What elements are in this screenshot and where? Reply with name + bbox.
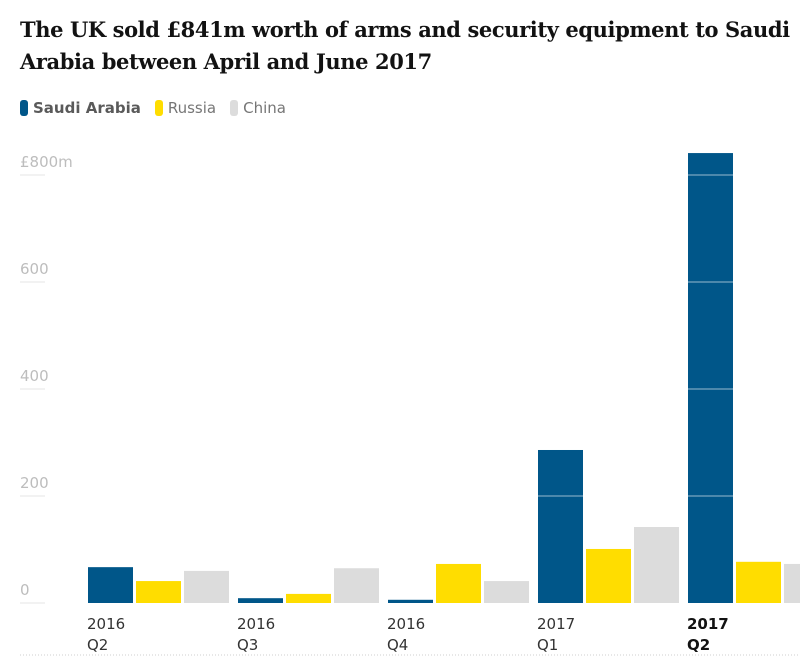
legend-swatch [20, 100, 28, 116]
x-tick-quarter: Q2 [687, 636, 710, 654]
bar-russia [136, 581, 181, 603]
legend-item-china: China [230, 99, 286, 117]
legend-label: China [243, 99, 286, 117]
bar-saudi-arabia [388, 599, 433, 603]
bar-china [634, 527, 679, 603]
bar-russia [736, 561, 781, 603]
y-tick-label: £800m [20, 153, 73, 171]
x-tick-quarter: Q4 [387, 636, 408, 654]
legend-item-saudi-arabia: Saudi Arabia [20, 99, 141, 117]
x-tick-year: 2016 [387, 615, 425, 633]
y-tick-label: 600 [20, 260, 49, 278]
bar-russia [586, 548, 631, 603]
y-tick-label: 200 [20, 474, 49, 492]
legend-label: Russia [167, 99, 217, 117]
x-tick-year: 2017 [537, 615, 575, 633]
bar-russia [286, 593, 331, 603]
x-tick-quarter: Q3 [237, 636, 258, 654]
bar-saudi-arabia [688, 153, 733, 603]
x-tick-year: 2017 [687, 615, 729, 633]
bar-saudi-arabia [88, 567, 133, 603]
y-tick-label: 0 [20, 581, 30, 599]
bar-china [784, 563, 800, 603]
y-tick-label: 400 [20, 367, 49, 385]
legend: Saudi Arabia Russia China [20, 99, 286, 117]
bar-china [484, 581, 529, 603]
bar-china [334, 568, 379, 603]
x-tick-quarter: Q2 [87, 636, 108, 654]
bar-saudi-arabia [538, 449, 583, 603]
legend-label: Saudi Arabia [33, 99, 141, 117]
chart-title: The UK sold £841m worth of arms and secu… [20, 17, 790, 74]
x-tick-year: 2016 [87, 615, 125, 633]
bar-saudi-arabia [238, 598, 283, 603]
legend-swatch [154, 100, 163, 116]
x-tick-year: 2016 [237, 615, 275, 633]
legend-swatch [230, 100, 239, 116]
legend-item-russia: Russia [154, 99, 217, 117]
bar-china [184, 570, 229, 603]
x-tick-quarter: Q1 [537, 636, 558, 654]
bar-russia [436, 563, 481, 603]
